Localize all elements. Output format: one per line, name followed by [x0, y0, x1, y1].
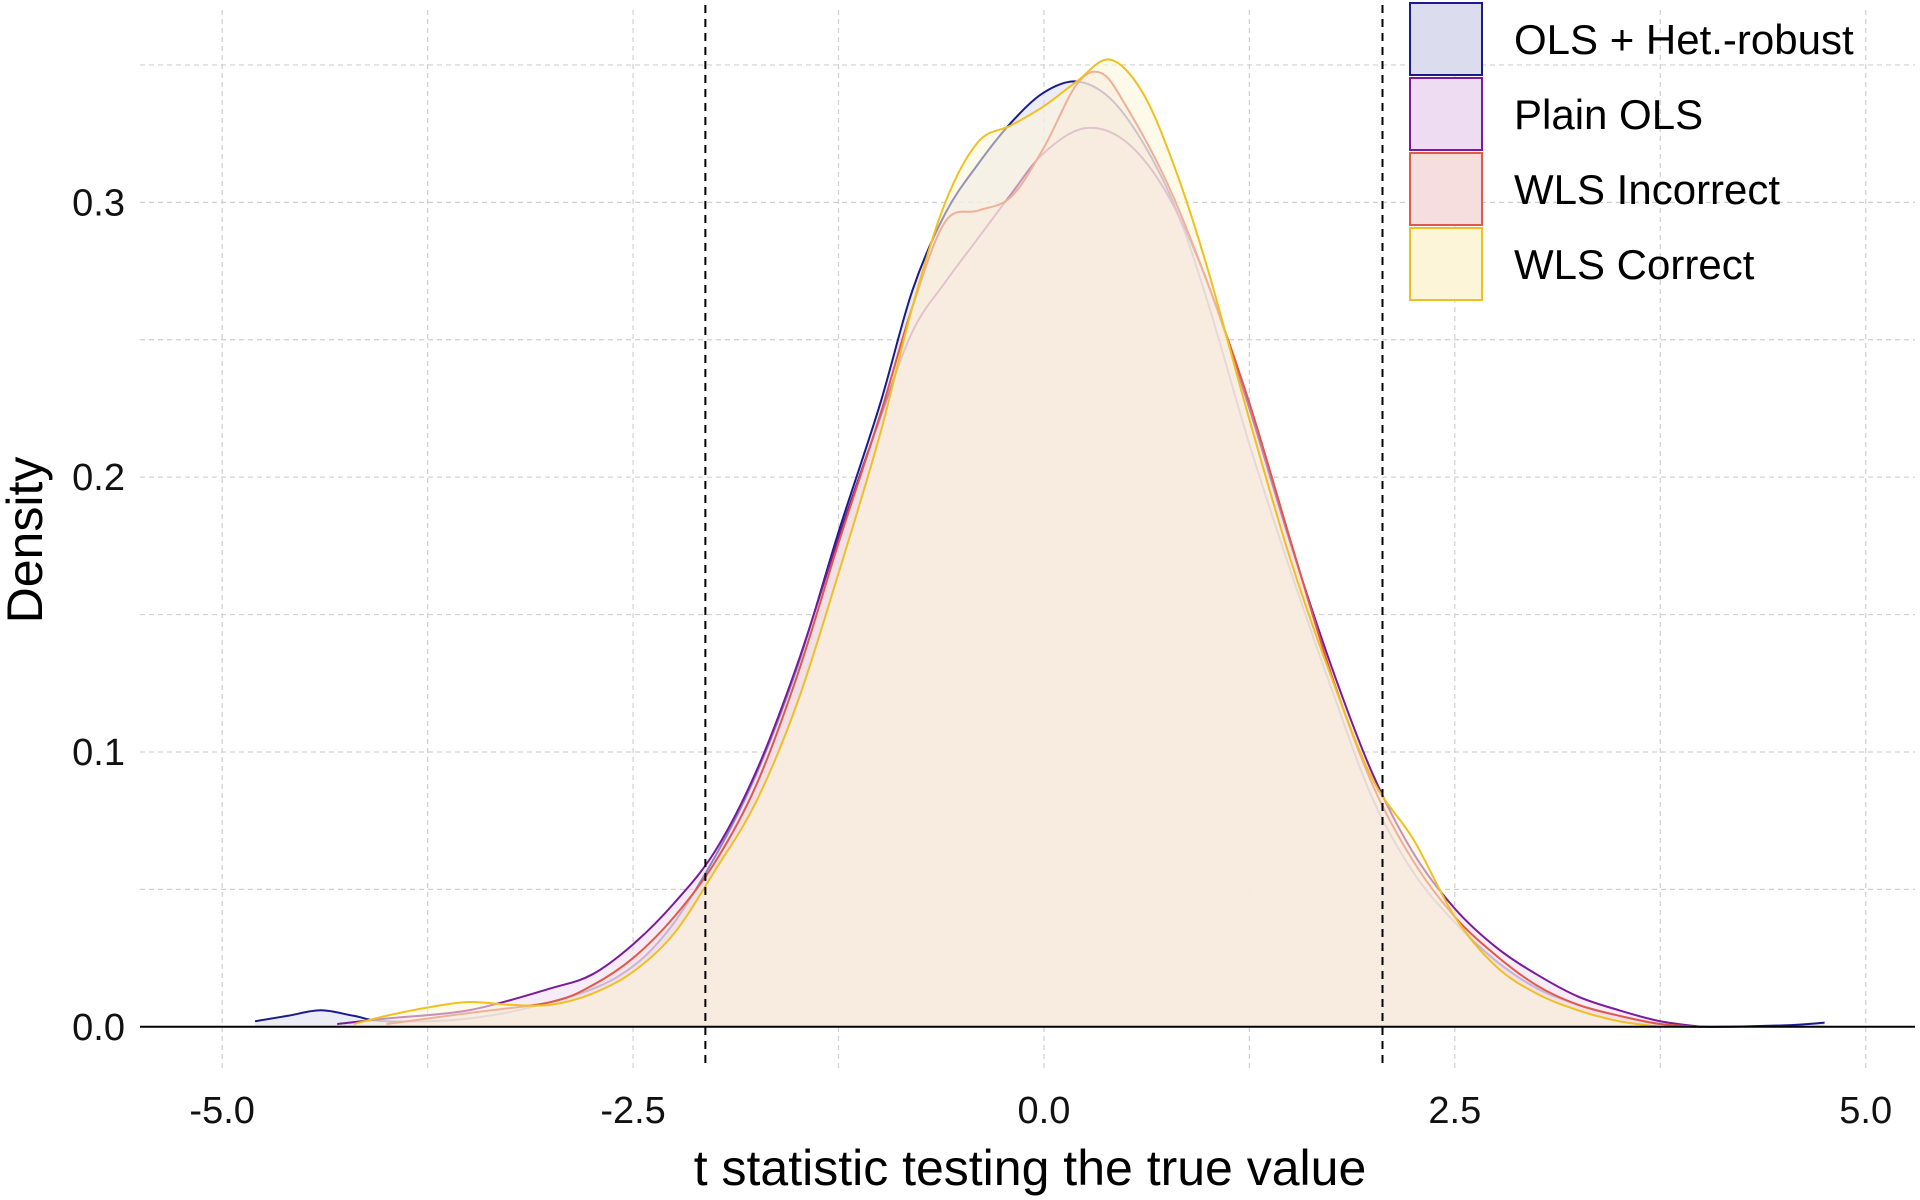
critical-value-lines	[704, 5, 1384, 1068]
y-tick-label: 0.3	[72, 182, 125, 224]
legend-swatch	[1409, 2, 1483, 76]
x-tick-label: 2.5	[1428, 1090, 1481, 1132]
y-tick-label: 0.2	[72, 457, 125, 499]
density-areas	[254, 58, 1825, 1028]
density-line-wls-correct	[353, 58, 1661, 1028]
x-tick-label: -2.5	[600, 1090, 665, 1132]
x-tick-label: -5.0	[189, 1090, 254, 1132]
legend-swatch	[1409, 227, 1483, 301]
legend-label: WLS Incorrect	[1514, 166, 1780, 213]
x-tick-label: 0.0	[1018, 1090, 1071, 1132]
density-fill-wls-correct	[353, 59, 1661, 1027]
y-tick-label: 0.0	[72, 1007, 125, 1049]
x-axis-title: t statistic testing the true value	[694, 1140, 1367, 1196]
legend: OLS + Het.-robust Plain OLS WLS Incorrect W…	[1409, 2, 1854, 301]
legend-label: WLS Correct	[1514, 241, 1755, 288]
y-tick-label: 0.1	[72, 732, 125, 774]
y-axis-title: Density	[0, 457, 53, 624]
legend-swatch	[1409, 77, 1483, 151]
legend-label: OLS + Het.-robust	[1514, 16, 1854, 63]
tick-labels: -5.0 -2.5 0.0 2.5 5.0 0.0 0.1 0.2 0.3	[72, 182, 1892, 1132]
x-tick-label: 5.0	[1839, 1090, 1892, 1132]
legend-swatch	[1409, 152, 1483, 226]
legend-label: Plain OLS	[1514, 91, 1703, 138]
